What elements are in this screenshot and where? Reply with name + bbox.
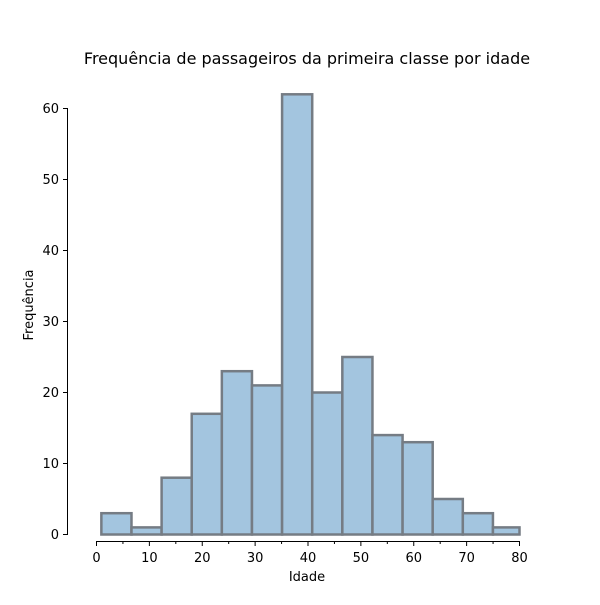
y-tick-label: 50 [42,173,59,188]
histogram-bar [250,384,284,536]
histogram-bar [401,440,434,536]
x-tick-label: 50 [353,551,370,566]
histogram-bar [280,93,314,536]
x-tick-label: 80 [511,551,528,566]
histogram-bar [341,355,374,536]
histogram-bar [431,497,465,536]
y-tick-label: 40 [42,244,59,259]
histogram-bar [220,369,254,536]
x-tick-label: 40 [300,551,317,566]
histogram-bar [310,391,344,536]
x-tick-label: 20 [194,551,211,566]
histogram-bar [491,526,521,536]
histogram-bar [160,476,193,536]
y-tick-label: 10 [42,457,59,472]
histogram-bar [100,511,133,536]
x-tick-label: 60 [405,551,422,566]
histogram-bar [130,526,163,536]
x-tick-label: 30 [247,551,264,566]
x-tick-label: 70 [458,551,475,566]
chart-title: Frequência de passageiros da primeira cl… [84,49,530,68]
x-tick-label: 10 [141,551,158,566]
y-tick-label: 0 [51,528,59,543]
y-axis: 0 10 20 30 40 50 60 [42,102,68,543]
y-tick-label: 60 [42,102,59,117]
x-tick-label: 0 [92,551,100,566]
histogram-bar [461,511,495,536]
x-axis-label: Idade [289,570,325,585]
y-tick-label: 30 [42,315,59,330]
y-axis-label: Frequência [22,269,37,340]
histogram-bar [190,412,224,536]
histogram-bar [371,433,404,536]
y-tick-label: 20 [42,386,59,401]
bars-group [100,93,521,536]
x-axis: 0 10 20 30 40 50 60 70 80 [92,541,528,566]
